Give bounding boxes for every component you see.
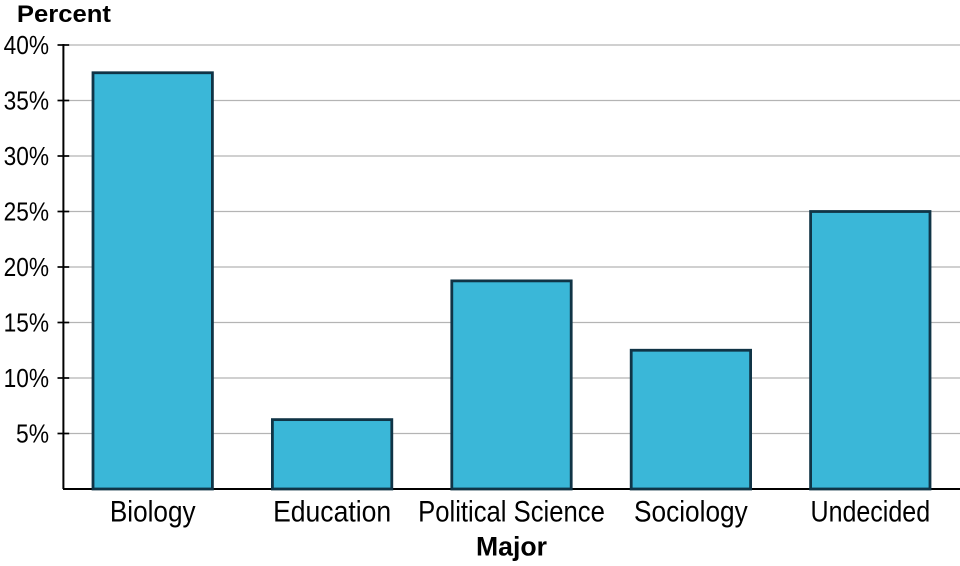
- svg-text:40%: 40%: [4, 30, 49, 60]
- svg-text:30%: 30%: [4, 141, 49, 171]
- svg-text:25%: 25%: [4, 197, 49, 227]
- svg-text:Undecided: Undecided: [811, 496, 931, 529]
- svg-text:10%: 10%: [4, 363, 49, 393]
- svg-text:Education: Education: [273, 496, 391, 529]
- svg-text:20%: 20%: [4, 252, 49, 282]
- svg-text:Major: Major: [476, 532, 547, 562]
- svg-text:Percent: Percent: [17, 1, 111, 28]
- svg-text:15%: 15%: [4, 308, 49, 338]
- svg-text:5%: 5%: [16, 419, 49, 449]
- svg-text:Sociology: Sociology: [634, 496, 748, 529]
- svg-text:Political Science: Political Science: [418, 496, 605, 529]
- svg-text:35%: 35%: [4, 86, 49, 116]
- svg-text:Biology: Biology: [110, 496, 196, 529]
